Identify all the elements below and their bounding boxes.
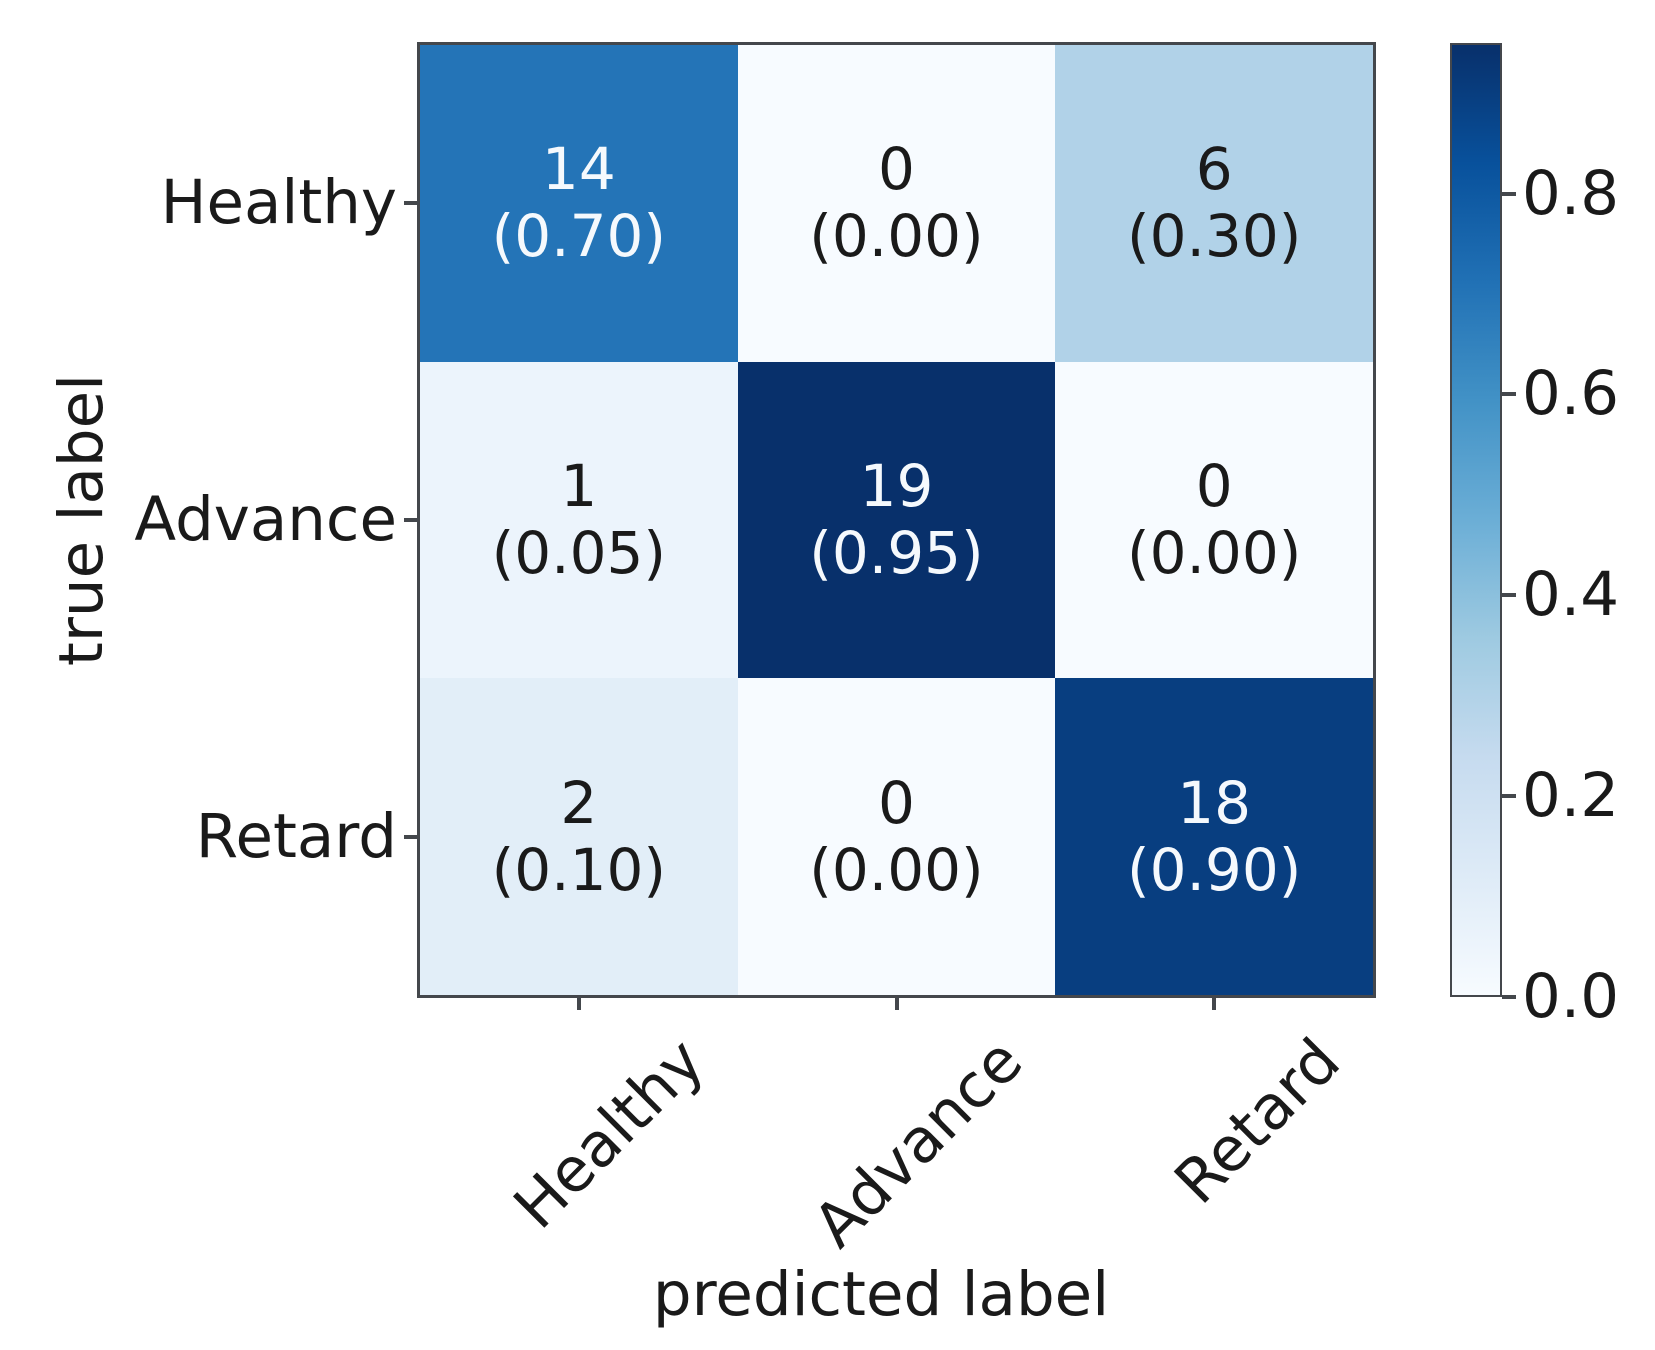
heatmap-grid: 14 (0.70) 0 (0.00) 6 (0.30) 1 (0.05) 19 (0.95) 0 (0… — [420, 45, 1373, 995]
heatmap-cell: 18 (0.90) — [1055, 678, 1373, 995]
cell-proportion: (0.00) — [809, 835, 984, 904]
cell-count: 19 — [859, 451, 934, 520]
x-tickmark — [894, 996, 899, 1010]
heatmap-cell: 0 (0.00) — [737, 678, 1056, 995]
cell-count: 18 — [1177, 768, 1252, 837]
y-tick-label: Healthy — [160, 167, 397, 239]
cell-count: 6 — [1195, 135, 1233, 204]
y-tick-label: Advance — [134, 484, 397, 555]
cell-proportion: (0.90) — [1126, 835, 1302, 904]
cell-count: 2 — [560, 768, 598, 837]
cell-proportion: (0.70) — [491, 202, 667, 271]
cell-proportion: (0.10) — [491, 835, 667, 904]
x-tickmark — [1212, 996, 1217, 1010]
colorbar-tickmark — [1502, 593, 1516, 598]
cell-count: 14 — [541, 135, 616, 204]
colorbar-tick-label: 0.2 — [1522, 760, 1620, 832]
colorbar-tickmark — [1502, 794, 1516, 799]
cell-proportion: (0.05) — [491, 518, 667, 587]
heatmap-cell: 6 (0.30) — [1055, 45, 1373, 362]
y-tick-label: Retard — [195, 800, 397, 872]
cell-count: 0 — [1195, 451, 1233, 520]
x-tick-label: Healthy — [500, 1025, 719, 1243]
x-axis-title: predicted label — [652, 1259, 1110, 1330]
colorbar-tickmark — [1502, 392, 1516, 397]
x-tick-label: Retard — [1161, 1025, 1354, 1218]
y-tickmark — [404, 834, 418, 839]
cell-proportion: (0.00) — [1126, 518, 1302, 587]
x-tick-label: Advance — [800, 1025, 1036, 1262]
heatmap-cell: 0 (0.00) — [737, 45, 1056, 362]
cell-proportion: (0.95) — [809, 518, 984, 587]
colorbar-tick-label: 0.4 — [1522, 559, 1620, 631]
cell-proportion: (0.00) — [809, 202, 984, 271]
colorbar — [1450, 43, 1502, 997]
colorbar-tick-label: 0.0 — [1522, 961, 1620, 1032]
heatmap-cell: 19 (0.95) — [737, 361, 1056, 679]
colorbar-tickmark — [1502, 995, 1516, 999]
colorbar-tick-label: 0.8 — [1522, 157, 1620, 229]
cell-proportion: (0.30) — [1126, 202, 1302, 271]
cell-count: 0 — [878, 135, 915, 204]
colorbar-tick-label: 0.6 — [1522, 358, 1620, 430]
heatmap-cell: 14 (0.70) — [420, 45, 738, 362]
heatmap-cell: 2 (0.10) — [420, 678, 738, 995]
cell-count: 0 — [878, 768, 915, 837]
y-tickmark — [404, 518, 418, 522]
colorbar-tickmark — [1502, 191, 1516, 196]
cell-count: 1 — [560, 451, 598, 520]
heatmap-cell: 1 (0.05) — [420, 361, 738, 679]
heatmap-cell: 0 (0.00) — [1055, 361, 1373, 679]
x-tickmark — [576, 996, 581, 1010]
y-tickmark — [404, 201, 418, 206]
